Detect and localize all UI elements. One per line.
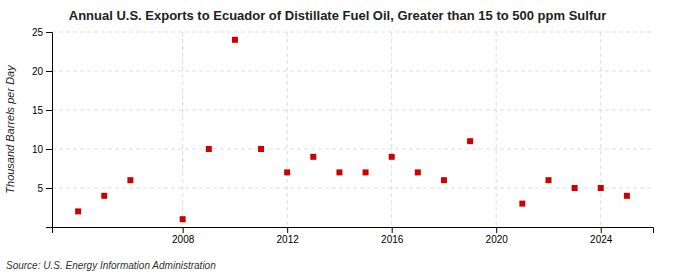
y-grid-line — [52, 110, 653, 111]
y-tick: 10 — [32, 144, 52, 155]
x-tick-mark — [601, 227, 602, 233]
x-tick: 2020 — [486, 227, 509, 245]
y-tick-mark — [46, 188, 52, 189]
y-grid-line — [52, 149, 653, 150]
point — [284, 169, 290, 175]
x-axis-line — [53, 228, 654, 234]
point — [415, 169, 421, 175]
point — [75, 208, 81, 214]
y-axis-line — [46, 33, 53, 228]
plot-area: 2008 2012 2016 2020 2024 5 10 15 20 25 — [32, 27, 654, 245]
x-grid-line — [600, 32, 601, 227]
y-tick-label: 10 — [32, 144, 44, 155]
x-tick: 2016 — [381, 227, 404, 245]
y-tick-mark — [46, 32, 52, 33]
point — [206, 146, 212, 152]
point — [363, 169, 369, 175]
y-tick: 20 — [32, 66, 52, 77]
y-tick-mark — [46, 110, 52, 111]
point — [545, 177, 551, 183]
grid — [52, 32, 653, 227]
y-tick: 5 — [37, 183, 52, 194]
points — [75, 37, 630, 222]
y-tick-mark — [46, 149, 52, 150]
x-axis: 2008 2012 2016 2020 2024 — [53, 227, 654, 245]
point — [624, 193, 630, 199]
y-tick-label: 20 — [32, 66, 44, 77]
x-tick-label: 2016 — [381, 234, 404, 245]
point — [441, 177, 447, 183]
point — [572, 185, 578, 191]
annotation: Source: U.S. Energy Information Administ… — [6, 260, 216, 271]
x-grid-line — [287, 32, 288, 227]
y-tick-label: 25 — [32, 27, 44, 38]
x-grid-line — [391, 32, 392, 227]
chart: 2008 2012 2016 2020 2024 5 10 15 20 25 Annual U.S.… — [0, 0, 675, 275]
x-grid-line — [182, 32, 183, 227]
x-tick-label: 2020 — [486, 234, 509, 245]
point — [258, 146, 264, 152]
y-tick-label: 5 — [37, 183, 43, 194]
y-grid-line — [52, 32, 653, 33]
y-tick: 25 — [32, 27, 52, 38]
point — [598, 185, 604, 191]
x-tick-label: 2024 — [590, 234, 613, 245]
point — [232, 37, 238, 43]
x-tick-label: 2012 — [277, 234, 300, 245]
x-tick-mark — [183, 227, 184, 233]
x-tick-mark — [392, 227, 393, 233]
y-tick-label: 15 — [32, 105, 44, 116]
point — [180, 216, 186, 222]
x-tick: 2024 — [590, 227, 613, 245]
y-grid-line — [52, 71, 653, 72]
x-grid-line — [496, 32, 497, 227]
point — [310, 154, 316, 160]
point — [101, 193, 107, 199]
point — [519, 201, 525, 207]
x-tick-label: 2008 — [172, 234, 195, 245]
x-tick-mark — [287, 227, 288, 233]
point — [127, 177, 133, 183]
y-axis: 5 10 15 20 25 — [32, 27, 53, 228]
x-tick: 2012 — [277, 227, 300, 245]
x-tick: 2008 — [172, 227, 195, 245]
y-grid-line — [52, 188, 653, 189]
x-tick-mark — [496, 227, 497, 233]
y-tick: 15 — [32, 105, 52, 116]
y-tick-mark — [46, 71, 52, 72]
title: Annual U.S. Exports to Ecuador of Distil… — [69, 8, 606, 23]
y-axis-label: Thousand Barrels per Day — [4, 64, 16, 194]
point — [467, 138, 473, 144]
point — [389, 154, 395, 160]
point — [336, 169, 342, 175]
